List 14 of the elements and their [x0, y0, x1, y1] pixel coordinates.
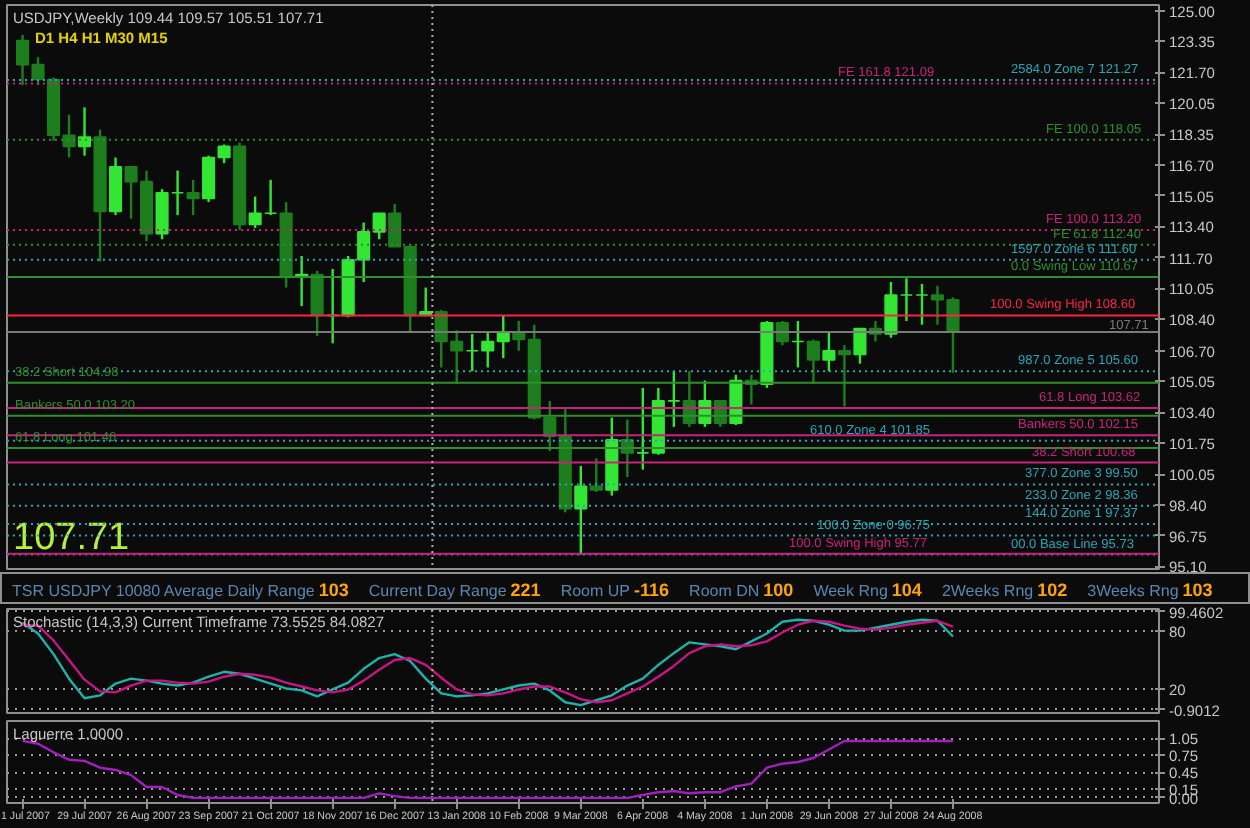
text: Room DN — [689, 582, 760, 600]
text: Week Rng — [813, 582, 888, 600]
text: 100 — [763, 580, 794, 600]
text: 103 — [318, 580, 349, 600]
text: 102 — [1037, 580, 1068, 600]
text: 2Weeks Rng — [941, 582, 1034, 600]
text: 104 — [891, 580, 922, 600]
text: -116 — [634, 580, 670, 600]
text: 3Weeks Rng — [1087, 582, 1179, 600]
text: Room UP — [560, 582, 631, 600]
text: 103 — [1182, 580, 1213, 600]
text: TSR USDJPY 10080 Average Daily Range — [12, 582, 315, 600]
text: Current Day Range — [368, 582, 507, 600]
text: 221 — [510, 580, 541, 600]
